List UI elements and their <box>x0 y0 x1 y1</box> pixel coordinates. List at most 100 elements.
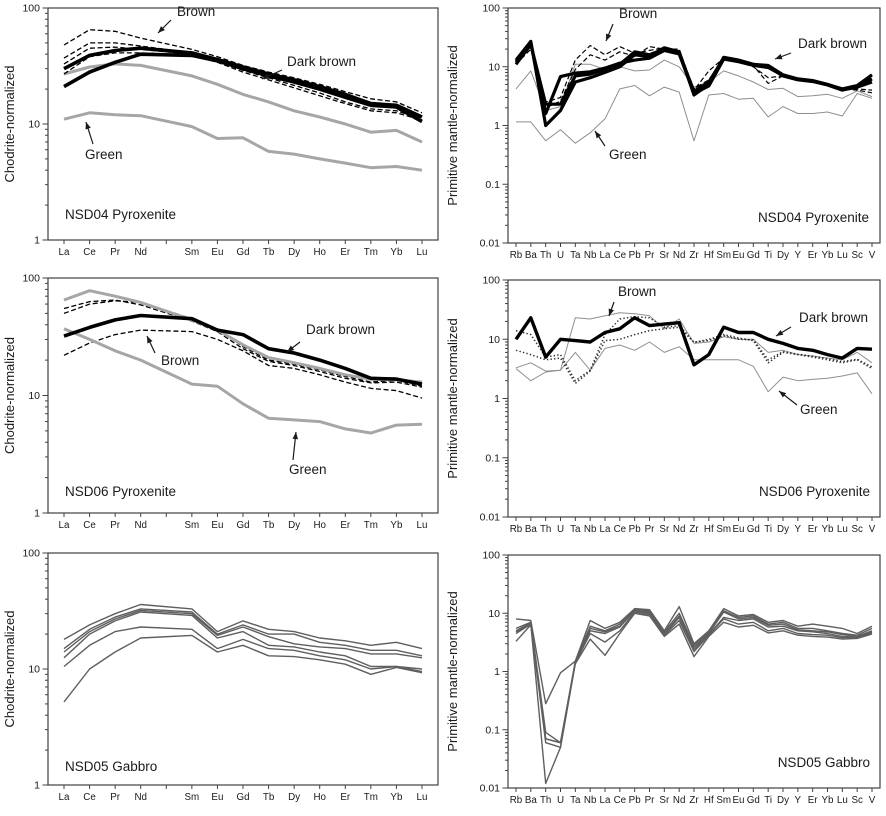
annotation-brown: Brown <box>619 6 657 21</box>
x-tick-label: La <box>600 250 611 261</box>
y-tick-label: 100 <box>22 273 40 285</box>
y-tick-label: 0.01 <box>480 512 501 524</box>
x-tick-label: Er <box>808 795 819 806</box>
series-green-2 <box>515 341 873 395</box>
sample-label: NSD04 Pyroxenite <box>758 210 869 225</box>
chart-nsd06-ree: 1 10 100 La Ce Pr Nd Sm Eu Gd Tb Dy Ho Er Tm Yb Lu Dark b… <box>2 273 439 531</box>
y-tick-label: 10 <box>488 608 500 620</box>
annotation-green: Green <box>85 147 123 162</box>
x-tick-label: Pr <box>110 792 121 803</box>
x-tick-label: Ti <box>764 524 772 535</box>
y-tick-label: 10 <box>28 390 40 402</box>
x-tick-label: Ce <box>614 250 627 261</box>
x-tick-label: Ta <box>570 524 581 535</box>
x-tick-label: Ba <box>525 524 538 535</box>
annotation-green: Green <box>609 147 647 162</box>
x-tick-label: Pr <box>645 795 656 806</box>
x-tick-label: Gd <box>747 795 760 806</box>
x-tick-label: Ti <box>764 250 772 261</box>
y-tick-label: 1 <box>34 235 40 247</box>
y-tick-label: 10 <box>488 334 500 346</box>
x-tick-label: Sm <box>185 792 200 803</box>
panel-nsd04-ree: 1 10 100 La Ce Pr Nd Sm Eu Gd Tb Dy Ho Er Tm Yb Lu Brown D… <box>0 0 443 268</box>
x-tick-label: Ce <box>83 247 96 258</box>
panel-nsd05-spider: 0.01 0.1 1 10 100 Rb Ba Th U Ta Nb La Ce Pb Pr Sr Nd Zr Hf… <box>443 540 886 811</box>
x-tick-label: Dy <box>288 520 300 531</box>
x-tick-label: Eu <box>211 247 223 258</box>
x-tick-label: Y <box>795 250 802 261</box>
sample-label: NSD06 Pyroxenite <box>759 484 870 499</box>
x-tick-label: Er <box>340 792 351 803</box>
x-tick-label: Ba <box>525 250 538 261</box>
x-tick-label: Nb <box>584 795 597 806</box>
annotation-brown: Brown <box>161 353 199 368</box>
x-tick-label: Sm <box>716 524 731 535</box>
x-tick-label: Gd <box>236 520 249 531</box>
x-tick-label: Hf <box>704 795 714 806</box>
panel-nsd05-ree: 1 10 100 La Ce Pr Nd Sm Eu Gd Tb Dy Ho Er Tm Yb Lu NSD05 … <box>0 540 443 811</box>
x-tick-label: Pr <box>645 250 656 261</box>
x-tick-label: Rb <box>510 524 523 535</box>
sample-label: NSD04 Pyroxenite <box>65 207 176 222</box>
x-tick-label: La <box>59 792 70 803</box>
x-tick-label: Pr <box>645 524 656 535</box>
annotation-brown: Brown <box>177 4 215 19</box>
x-tick-label: Tb <box>263 520 275 531</box>
x-tick-label: Ce <box>83 792 96 803</box>
series-dark-brown-2 <box>63 52 423 124</box>
x-tick-label: Er <box>340 247 351 258</box>
x-tick-label: Er <box>808 524 819 535</box>
series-gabbro-6 <box>63 634 423 703</box>
y-tick-label: 100 <box>482 3 500 15</box>
x-tick-label: Pb <box>629 524 642 535</box>
x-tick-label: Yb <box>822 524 835 535</box>
x-tick-label: Gd <box>236 792 249 803</box>
x-tick-label: Tb <box>263 247 275 258</box>
series-brown-2 <box>515 45 873 109</box>
series-gabbro-2 <box>515 608 873 744</box>
x-tick-label: Yb <box>822 250 835 261</box>
y-axis-label: Chodrite-normalized <box>2 337 17 454</box>
annotation-arrowhead <box>608 308 614 316</box>
x-tick-label: Pr <box>110 520 121 531</box>
y-axis-label: Primitive mantle-normalized <box>445 318 460 478</box>
x-tick-label: Nd <box>673 795 686 806</box>
series-gabbro-4 <box>63 611 423 670</box>
annotation-arrowhead <box>147 336 153 344</box>
y-axis-label: Primitive mantle-normalized <box>445 45 460 205</box>
x-tick-label: Eu <box>733 524 745 535</box>
chart-nsd05-spider: 0.01 0.1 1 10 100 Rb Ba Th U Ta Nb La Ce Pb Pr Sr Nd Zr Hf… <box>445 550 881 806</box>
x-tick-label: Y <box>795 524 802 535</box>
x-tick-label: Dy <box>777 250 789 261</box>
y-tick-label: 10 <box>28 119 40 131</box>
x-tick-label: Sr <box>659 795 670 806</box>
series-dark-brown-1 <box>514 316 873 367</box>
y-tick-label: 10 <box>28 664 40 676</box>
x-tick-label: Pr <box>110 247 121 258</box>
x-tick-label: U <box>557 524 564 535</box>
x-tick-label: Pb <box>629 795 642 806</box>
annotation-dark-brown: Dark brown <box>287 54 356 69</box>
series-brown-3 <box>63 329 423 399</box>
chart-nsd04-ree: 1 10 100 La Ce Pr Nd Sm Eu Gd Tb Dy Ho Er Tm Yb Lu Brown D… <box>2 3 439 258</box>
y-tick-label: 0.1 <box>485 724 500 736</box>
x-tick-label: Eu <box>733 250 745 261</box>
x-tick-label: Ho <box>313 247 326 258</box>
series-brown-4 <box>63 52 423 121</box>
x-tick-label: Rb <box>510 250 523 261</box>
x-tick-label: Lu <box>417 247 428 258</box>
x-tick-label: Sm <box>185 520 200 531</box>
y-axis-label: Primitive mantle-normalized <box>445 591 460 751</box>
x-tick-label: Tm <box>364 247 378 258</box>
annotation-arrowhead <box>262 73 270 79</box>
sample-label: NSD05 Gabbro <box>65 759 157 774</box>
x-tick-label: Lu <box>837 524 848 535</box>
annotation-dark-brown: Dark brown <box>306 322 375 337</box>
x-tick-label: Lu <box>417 520 428 531</box>
x-tick-label: Eu <box>211 520 223 531</box>
y-axis-label: Chodrite-normalized <box>2 610 17 727</box>
x-tick-label: Yb <box>390 247 403 258</box>
x-tick-label: Nb <box>584 250 597 261</box>
x-tick-label: V <box>869 524 876 535</box>
